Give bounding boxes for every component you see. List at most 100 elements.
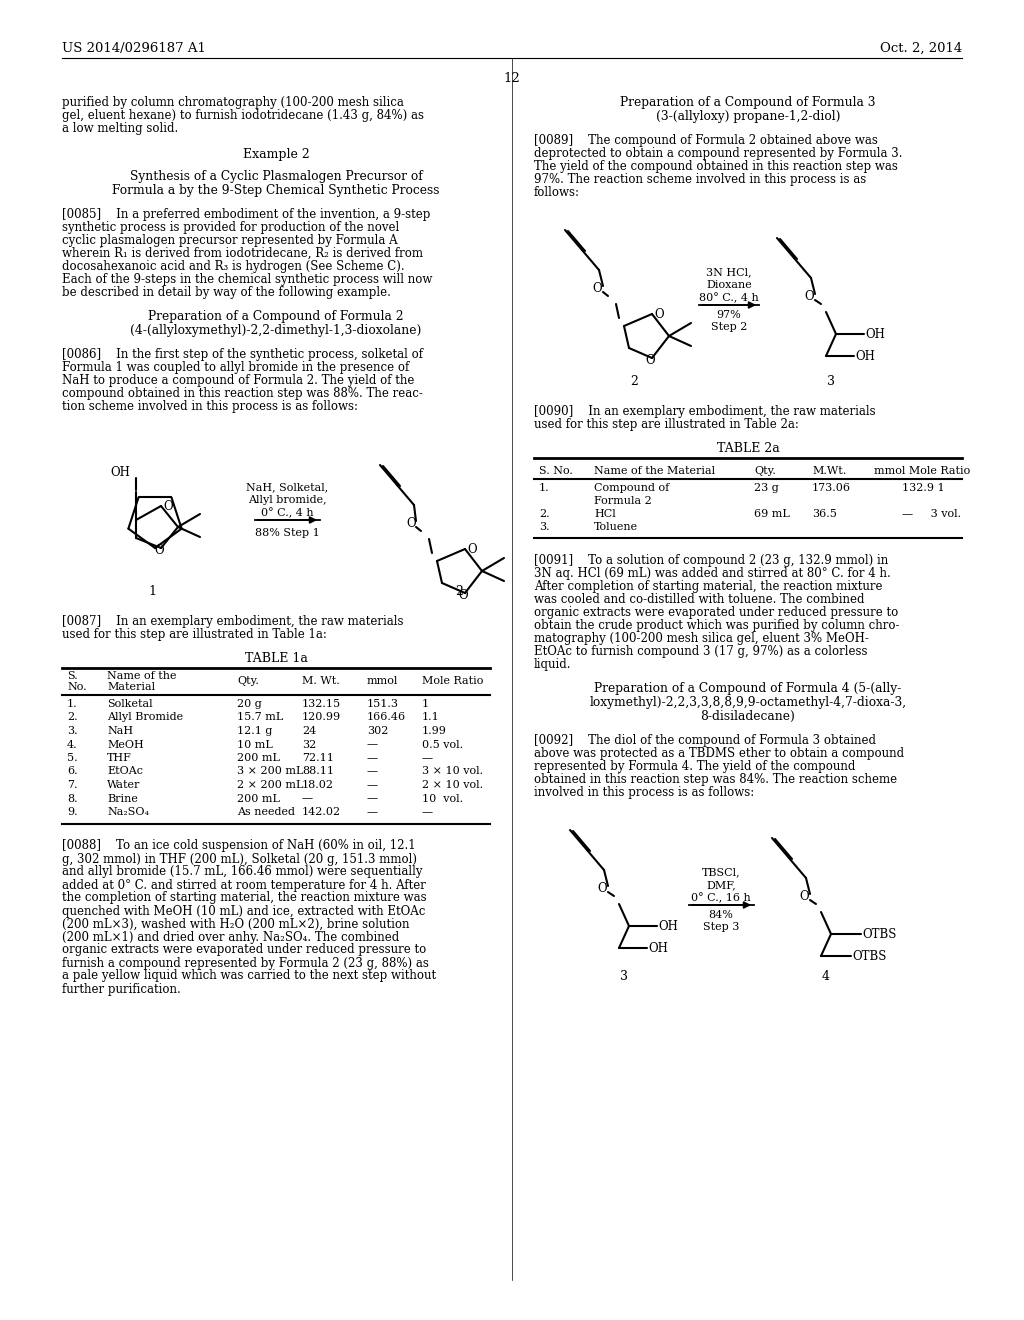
Text: 3: 3 (620, 970, 628, 983)
Text: —: — (302, 793, 313, 804)
Text: 88% Step 1: 88% Step 1 (255, 528, 319, 539)
Text: g, 302 mmol) in THF (200 mL), Solketal (20 g, 151.3 mmol): g, 302 mmol) in THF (200 mL), Solketal (… (62, 853, 417, 866)
Text: 166.46: 166.46 (367, 713, 407, 722)
Text: 1.: 1. (67, 700, 78, 709)
Text: 20 g: 20 g (237, 700, 262, 709)
Text: 4: 4 (822, 970, 830, 983)
Text: [0088]    To an ice cold suspension of NaH (60% in oil, 12.1: [0088] To an ice cold suspension of NaH … (62, 840, 416, 853)
Text: Allyl bromide,: Allyl bromide, (248, 495, 327, 506)
Text: Toluene: Toluene (594, 521, 638, 532)
Text: 173.06: 173.06 (812, 483, 851, 492)
Text: used for this step are illustrated in Table 1a:: used for this step are illustrated in Ta… (62, 628, 327, 642)
Text: [0090]    In an exemplary embodiment, the raw materials: [0090] In an exemplary embodiment, the r… (534, 405, 876, 418)
Text: liquid.: liquid. (534, 657, 571, 671)
Text: Water: Water (106, 780, 140, 789)
Text: 2: 2 (455, 585, 463, 598)
Text: Qty.: Qty. (754, 466, 776, 477)
Text: 10 mL: 10 mL (237, 739, 272, 750)
Text: obtained in this reaction step was 84%. The reaction scheme: obtained in this reaction step was 84%. … (534, 774, 897, 785)
Text: 3 × 10 vol.: 3 × 10 vol. (422, 767, 483, 776)
Text: —: — (422, 807, 433, 817)
Text: Example 2: Example 2 (243, 148, 309, 161)
Text: 10  vol.: 10 vol. (422, 793, 463, 804)
Text: 3.: 3. (539, 521, 550, 532)
Text: Allyl Bromide: Allyl Bromide (106, 713, 183, 722)
Text: 84%: 84% (709, 909, 733, 920)
Text: Brine: Brine (106, 793, 138, 804)
Text: NaH, Solketal,: NaH, Solketal, (246, 482, 328, 492)
Text: O: O (804, 290, 814, 304)
Text: 9.: 9. (67, 807, 78, 817)
Text: 36.5: 36.5 (812, 510, 837, 519)
Text: EtOAc: EtOAc (106, 767, 143, 776)
Text: MeOH: MeOH (106, 739, 143, 750)
Text: S.: S. (67, 671, 78, 681)
Text: compound obtained in this reaction step was 88%. The reac-: compound obtained in this reaction step … (62, 387, 423, 400)
Text: 0° C., 16 h: 0° C., 16 h (691, 894, 751, 904)
Text: was cooled and co-distilled with toluene. The combined: was cooled and co-distilled with toluene… (534, 593, 864, 606)
Text: mmol: mmol (367, 676, 398, 686)
Text: docosahexanoic acid and R₃ is hydrogen (See Scheme C).: docosahexanoic acid and R₃ is hydrogen (… (62, 260, 404, 273)
Text: 69 mL: 69 mL (754, 510, 790, 519)
Text: 3N HCl,: 3N HCl, (707, 267, 752, 277)
Text: loxymethyl)-2,2,3,3,8,8,9,9-octamethyl-4,7-dioxa-3,: loxymethyl)-2,2,3,3,8,8,9,9-octamethyl-4… (590, 696, 906, 709)
Text: 2: 2 (630, 375, 638, 388)
Text: 97%: 97% (717, 310, 741, 319)
Text: NaH to produce a compound of Formula 2. The yield of the: NaH to produce a compound of Formula 2. … (62, 374, 415, 387)
Text: Preparation of a Compound of Formula 3: Preparation of a Compound of Formula 3 (621, 96, 876, 110)
Text: 80° C., 4 h: 80° C., 4 h (699, 293, 759, 304)
Text: deprotected to obtain a compound represented by Formula 3.: deprotected to obtain a compound represe… (534, 147, 902, 160)
Text: 3.: 3. (67, 726, 78, 737)
Text: O: O (155, 544, 164, 557)
Text: Compound of: Compound of (594, 483, 670, 492)
Text: cyclic plasmalogen precursor represented by Formula A: cyclic plasmalogen precursor represented… (62, 234, 397, 247)
Text: 4.: 4. (67, 739, 78, 750)
Text: organic extracts were evaporated under reduced pressure to: organic extracts were evaporated under r… (534, 606, 898, 619)
Text: OH: OH (658, 920, 678, 933)
Text: S. No.: S. No. (539, 466, 572, 477)
Text: 142.02: 142.02 (302, 807, 341, 817)
Text: 23 g: 23 g (754, 483, 778, 492)
Text: (4-(allyloxymethyl)-2,2-dimethyl-1,3-dioxolane): (4-(allyloxymethyl)-2,2-dimethyl-1,3-dio… (130, 323, 422, 337)
Text: 24: 24 (302, 726, 316, 737)
Text: [0087]    In an exemplary embodiment, the raw materials: [0087] In an exemplary embodiment, the r… (62, 615, 403, 628)
Text: O: O (645, 354, 654, 367)
Text: follows:: follows: (534, 186, 580, 199)
Text: Na₂SO₄: Na₂SO₄ (106, 807, 150, 817)
Text: a pale yellow liquid which was carried to the next step without: a pale yellow liquid which was carried t… (62, 969, 436, 982)
Text: added at 0° C. and stirred at room temperature for 4 h. After: added at 0° C. and stirred at room tempe… (62, 879, 426, 891)
Text: 1: 1 (422, 700, 429, 709)
Text: 32: 32 (302, 739, 316, 750)
Text: —: — (367, 807, 378, 817)
Text: 7.: 7. (67, 780, 78, 789)
Text: represented by Formula 4. The yield of the compound: represented by Formula 4. The yield of t… (534, 760, 855, 774)
Text: Name of the Material: Name of the Material (594, 466, 715, 477)
Text: mmol Mole Ratio: mmol Mole Ratio (874, 466, 971, 477)
Text: —     3 vol.: — 3 vol. (902, 510, 962, 519)
Text: a low melting solid.: a low melting solid. (62, 121, 178, 135)
Text: OTBS: OTBS (862, 928, 896, 941)
Text: —: — (367, 752, 378, 763)
Text: organic extracts were evaporated under reduced pressure to: organic extracts were evaporated under r… (62, 944, 426, 957)
Text: [0092]    The diol of the compound of Formula 3 obtained: [0092] The diol of the compound of Formu… (534, 734, 876, 747)
Text: involved in this process is as follows:: involved in this process is as follows: (534, 785, 755, 799)
Text: As needed: As needed (237, 807, 295, 817)
Text: OH: OH (110, 466, 130, 479)
Text: —: — (367, 739, 378, 750)
Text: 0.5 vol.: 0.5 vol. (422, 739, 463, 750)
Text: (200 mL×3), washed with H₂O (200 mL×2), brine solution: (200 mL×3), washed with H₂O (200 mL×2), … (62, 917, 410, 931)
Text: OTBS: OTBS (852, 950, 887, 964)
Text: Each of the 9-steps in the chemical synthetic process will now: Each of the 9-steps in the chemical synt… (62, 273, 432, 286)
Text: synthetic process is provided for production of the novel: synthetic process is provided for produc… (62, 220, 399, 234)
Text: 15.7 mL: 15.7 mL (237, 713, 284, 722)
Text: 2.: 2. (539, 510, 550, 519)
Text: 0° C., 4 h: 0° C., 4 h (261, 508, 313, 519)
Text: quenched with MeOH (10 mL) and ice, extracted with EtOAc: quenched with MeOH (10 mL) and ice, extr… (62, 904, 425, 917)
Text: Formula 1 was coupled to allyl bromide in the presence of: Formula 1 was coupled to allyl bromide i… (62, 360, 410, 374)
Text: and allyl bromide (15.7 mL, 166.46 mmol) were sequentially: and allyl bromide (15.7 mL, 166.46 mmol)… (62, 866, 423, 879)
Text: 8-disiladecane): 8-disiladecane) (700, 710, 796, 723)
Text: [0091]    To a solution of compound 2 (23 g, 132.9 mmol) in: [0091] To a solution of compound 2 (23 g… (534, 554, 888, 568)
Text: —: — (367, 767, 378, 776)
Text: O: O (406, 517, 416, 531)
Text: EtOAc to furnish compound 3 (17 g, 97%) as a colorless: EtOAc to furnish compound 3 (17 g, 97%) … (534, 645, 867, 657)
